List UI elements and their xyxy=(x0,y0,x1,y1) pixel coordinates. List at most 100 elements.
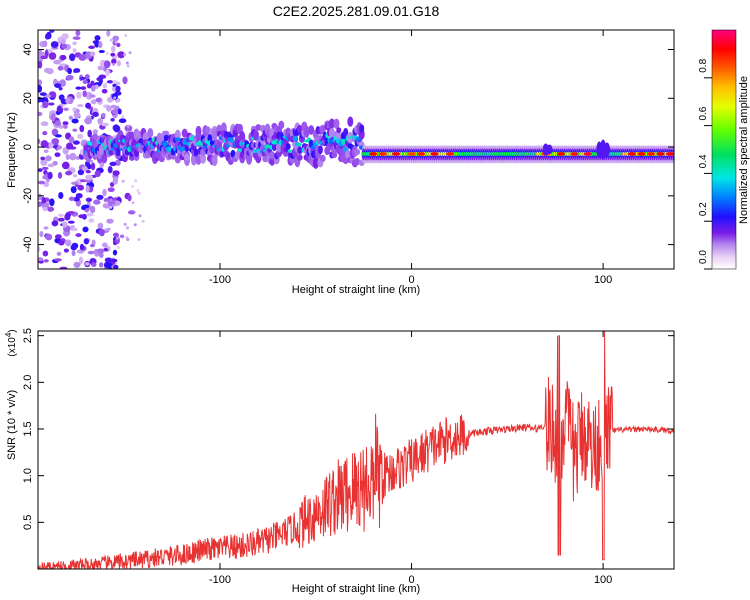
heatmap-noise-cell xyxy=(136,189,140,192)
heatmap-noise-cell xyxy=(47,171,53,180)
heatmap-noise-cell xyxy=(62,221,68,228)
heatmap-noise-cell xyxy=(39,92,47,96)
heatmap-noise-cell xyxy=(87,129,93,138)
heatmap-noise-cell xyxy=(42,101,49,109)
heatmap-noise-cell xyxy=(72,41,77,46)
heatmap-noise-cell xyxy=(54,152,61,158)
heatmap-band-cell xyxy=(297,142,302,147)
heatmap-noise-cell xyxy=(75,30,81,36)
heatmap-hot-cell xyxy=(557,152,565,156)
snr-ytick-label: 2.5 xyxy=(22,328,34,343)
heatmap-panel: -100 0 100 -40 -20 0 20 40 Height of straight l… xyxy=(6,29,675,296)
heatmap-noise-cell xyxy=(121,115,125,119)
heatmap-noise-cell xyxy=(75,233,82,238)
heatmap-noise-cell xyxy=(66,142,74,150)
heatmap-noise-cell xyxy=(38,201,42,208)
heatmap-noise-cell xyxy=(116,236,119,240)
snr-frame xyxy=(37,330,675,570)
heatmap-noise-cell xyxy=(51,220,59,227)
heatmap-band-cell xyxy=(312,157,319,169)
heatmap-noise-cell xyxy=(112,35,120,42)
heatmap-band-cell xyxy=(128,131,135,142)
heatmap-noise-cell xyxy=(137,191,141,195)
heatmap-noise-cell xyxy=(106,30,111,37)
heatmap-band-cell xyxy=(278,120,285,130)
heatmap-noise-cell xyxy=(126,124,130,128)
heatmap-noise-cell xyxy=(69,152,77,161)
heatmap-band-cell xyxy=(269,151,276,160)
heatmap-noise-cell xyxy=(72,173,78,178)
heatmap-noise-cell xyxy=(118,118,127,124)
heatmap-noise-cell xyxy=(45,155,52,162)
heatmap-noise-cell xyxy=(111,58,117,65)
heatmap-noise-cell xyxy=(39,230,44,238)
heatmap-noise-cell xyxy=(126,226,129,230)
heatmap-ytick-label: -20 xyxy=(22,188,34,204)
heatmap-noise-cell xyxy=(40,158,48,166)
heatmap-band-cell xyxy=(184,153,190,161)
heatmap-noise-cell xyxy=(103,60,111,69)
colorbar-ticks: 0.0 0.2 0.4 0.6 0.8 xyxy=(698,58,712,270)
heatmap-noise-cell xyxy=(127,210,136,215)
heatmap-noise-cell xyxy=(89,205,96,214)
heatmap-noise-cell xyxy=(89,51,96,57)
heatmap-noise-cell xyxy=(76,91,82,99)
heatmap-noise-cell xyxy=(77,184,85,191)
heatmap-noise-cell xyxy=(141,219,145,223)
heatmap-noise-cell xyxy=(65,239,72,247)
heatmap-noise-cell xyxy=(68,136,75,143)
heatmap-band-cell xyxy=(354,157,361,166)
snr-ticks: -100 0 100 0.5 1.0 1.5 2.0 2.5 xyxy=(22,328,674,586)
heatmap-noise-cell xyxy=(85,185,90,193)
heatmap-band-cell xyxy=(202,145,209,149)
heatmap-xtick-label: 0 xyxy=(408,274,414,286)
heatmap-noise-cell xyxy=(40,140,49,149)
heatmap-hot-cell xyxy=(445,152,454,156)
heatmap-band-cell xyxy=(296,154,303,161)
heatmap-noise-cell xyxy=(106,96,114,103)
heatmap-band-cell xyxy=(255,124,262,131)
heatmap-noise-cell xyxy=(61,33,69,40)
heatmap-hot-cell xyxy=(570,152,579,156)
heatmap-noise-cell xyxy=(112,86,117,92)
heatmap-noise-cell xyxy=(67,220,75,224)
colorbar-tick-label: 0.4 xyxy=(698,154,709,168)
heatmap-band-cell xyxy=(338,145,345,156)
heatmap-noise-cell xyxy=(112,124,120,132)
heatmap-noise-cell xyxy=(117,51,125,59)
heatmap-band-cell xyxy=(317,145,323,155)
heatmap-noise-cell xyxy=(68,53,76,62)
heatmap-band-cell xyxy=(333,118,340,129)
heatmap-noise-cell xyxy=(109,198,113,202)
heatmap-noise-cell xyxy=(76,249,85,254)
heatmap-noise-cell xyxy=(50,41,59,48)
heatmap-steady-cell xyxy=(546,144,553,155)
colorbar-gradient xyxy=(711,29,737,270)
heatmap-band-cell xyxy=(308,125,315,135)
heatmap-noise-cell xyxy=(116,60,121,67)
heatmap-noise-cell xyxy=(137,238,141,241)
snr-ytick-label: 1.0 xyxy=(22,468,34,483)
heatmap-band-cell xyxy=(200,153,207,164)
heatmap-noise-cell xyxy=(83,238,90,245)
heatmap-noise-cell xyxy=(65,154,70,160)
heatmap-band-cell xyxy=(328,127,335,139)
heatmap-noise-cell xyxy=(124,124,133,132)
heatmap-noise-cell xyxy=(38,60,43,69)
heatmap-noise-cell xyxy=(46,68,54,75)
heatmap-band-cell xyxy=(147,128,154,139)
colorbar-tick-label: 0.8 xyxy=(698,58,709,72)
heatmap-band-cell xyxy=(341,138,346,145)
heatmap-noise-cell xyxy=(72,140,80,145)
heatmap-noise-cell xyxy=(78,54,87,61)
heatmap-noise-cell xyxy=(123,53,127,57)
heatmap-noise-cell xyxy=(85,174,94,181)
heatmap-noise-cell xyxy=(38,168,43,172)
heatmap-noise-cell xyxy=(121,179,125,183)
heatmap-noise-cell xyxy=(38,84,43,93)
heatmap-hot-cell xyxy=(666,152,674,156)
heatmap-band-cell xyxy=(336,127,342,134)
heatmap-noise-cell xyxy=(72,48,77,53)
heatmap-noise-cell xyxy=(85,169,91,174)
heatmap-noise-cell xyxy=(94,170,101,178)
